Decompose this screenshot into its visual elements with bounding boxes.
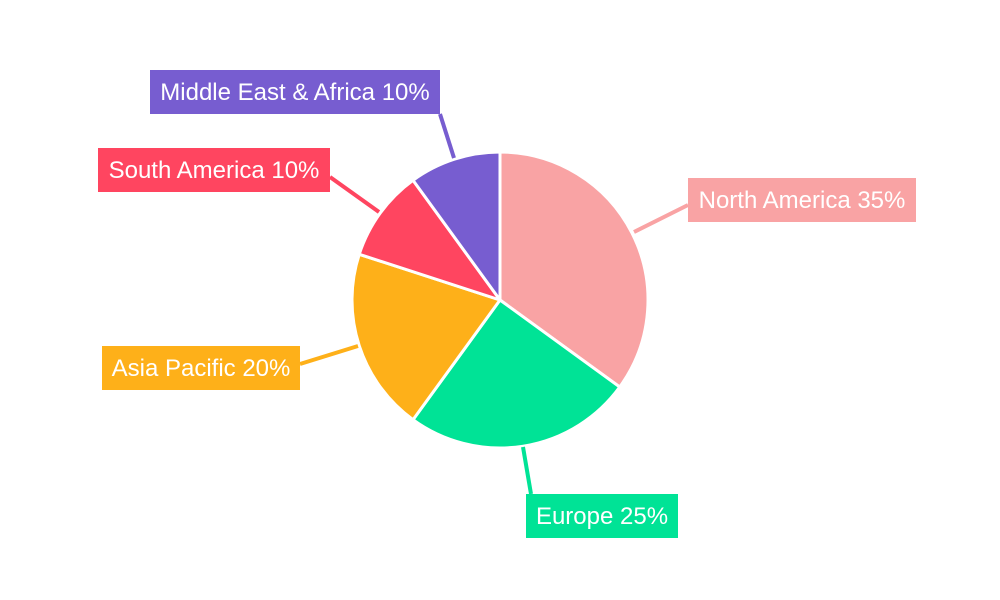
data-label: South America 10%	[109, 157, 320, 184]
data-label-box	[102, 346, 300, 390]
leader-line	[438, 113, 456, 159]
leader-line	[633, 203, 689, 234]
data-label: Middle East & Africa 10%	[160, 79, 429, 106]
pie-slice-north-america[interactable]	[498, 150, 650, 389]
pie-slice-europe[interactable]	[411, 298, 622, 450]
pie-slice-middle-east-africa[interactable]	[411, 150, 502, 302]
leader-line	[328, 175, 381, 214]
data-label-box	[98, 148, 330, 192]
leader-line	[521, 446, 533, 495]
data-label-box	[150, 70, 440, 114]
pie-slice-south-america[interactable]	[357, 178, 502, 302]
data-label: North America 35%	[699, 187, 906, 214]
data-label: Asia Pacific 20%	[112, 355, 291, 382]
data-label: Europe 25%	[536, 503, 668, 530]
data-label-box	[526, 494, 678, 538]
leader-line	[299, 344, 359, 366]
pie-slice-asia-pacific[interactable]	[350, 252, 502, 422]
data-label-box	[688, 178, 916, 222]
